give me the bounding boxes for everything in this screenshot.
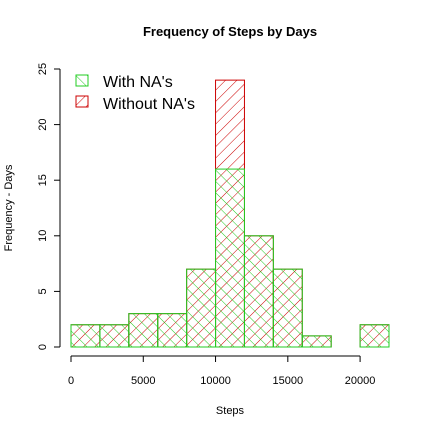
y-tick-label: 0: [37, 344, 49, 350]
x-tick-label: 20000: [345, 375, 376, 387]
y-tick-label: 5: [37, 288, 49, 294]
y-tick-label: 15: [37, 174, 49, 186]
legend-swatch-without-na: [75, 95, 89, 108]
bar-with-na-16000: [301, 335, 332, 348]
chart-title: Frequency of Steps by Days: [143, 24, 317, 39]
bar-with-na-8000: [186, 268, 217, 348]
bar-with-na-2000: [99, 324, 130, 348]
x-tick-label: 5000: [131, 375, 155, 387]
bar-with-na-4000: [128, 313, 159, 348]
legend-item-without-na: Without NA's: [75, 95, 195, 113]
bar-with-na-14000: [272, 268, 303, 348]
bar-with-na-0: [70, 324, 101, 348]
legend-label-without-na: Without NA's: [103, 96, 195, 113]
legend-item-with-na: With NA's: [75, 74, 173, 91]
series-with-na-bars: [70, 168, 390, 348]
y-axis: 0 5 10 15 20 25: [37, 63, 61, 350]
y-tick-label: 25: [37, 63, 49, 75]
y-axis-label: Frequency - Days: [3, 164, 15, 251]
y-tick-label: 10: [37, 230, 49, 242]
legend-swatch-with-na: [75, 74, 89, 87]
bar-with-na-20000: [359, 324, 390, 348]
y-tick-label: 20: [37, 118, 49, 130]
bar-with-na-10000: [215, 168, 245, 348]
bar-with-na-6000: [157, 313, 188, 348]
bar-with-na-12000: [243, 235, 274, 348]
x-tick-label: 10000: [200, 375, 231, 387]
x-tick-label: 0: [68, 375, 74, 387]
legend: With NA's Without NA's: [75, 74, 195, 113]
x-tick-label: 15000: [273, 375, 304, 387]
x-axis-label: Steps: [216, 405, 245, 417]
x-axis: 0 5000 10000 15000 20000: [68, 355, 376, 387]
legend-label-with-na: With NA's: [103, 74, 173, 91]
